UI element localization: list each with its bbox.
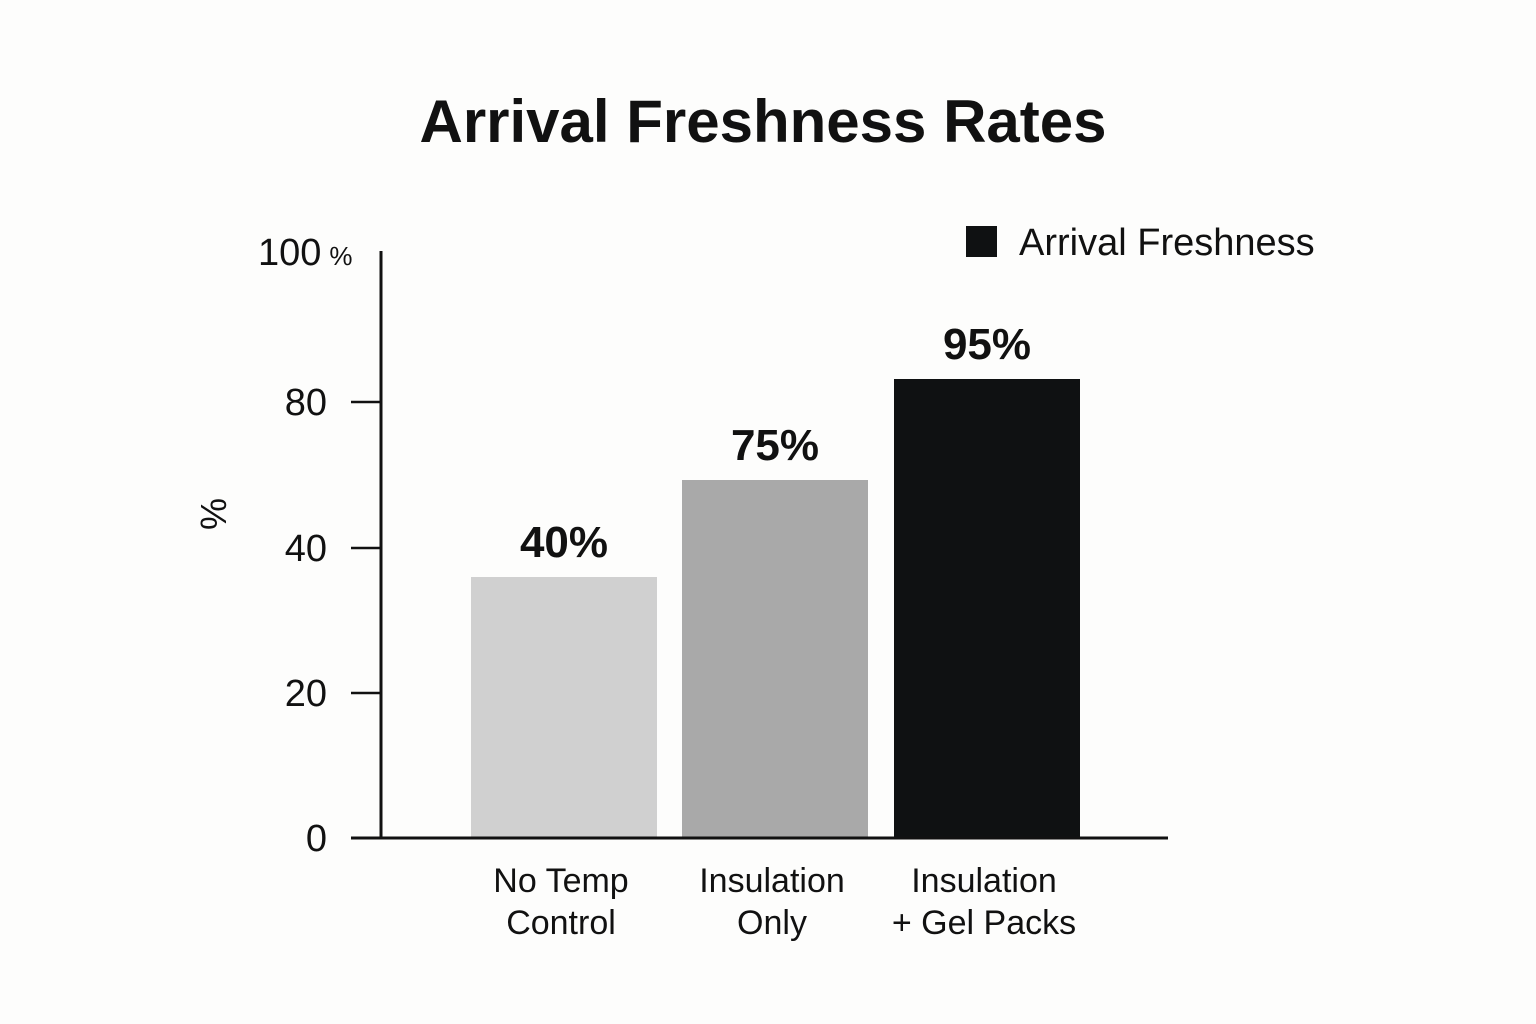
x-category-label: Insulation + Gel Packs xyxy=(892,862,1076,942)
x-category-label-line: Only xyxy=(737,904,807,942)
bar xyxy=(682,480,868,837)
x-category-label-line: No Temp xyxy=(493,862,628,900)
x-category-label-line: Control xyxy=(506,904,616,942)
y-tick-label: 20 xyxy=(285,673,327,715)
chart-title: Arrival Freshness Rates xyxy=(419,88,1106,155)
bar xyxy=(894,379,1080,837)
y-tick-label-top: 100% xyxy=(258,232,353,274)
legend-label: Arrival Freshness xyxy=(1019,222,1315,264)
x-category-label: Insulation Only xyxy=(699,862,845,942)
y-top-unit: % xyxy=(329,241,352,271)
x-category-label-line: Insulation xyxy=(911,862,1057,900)
bar-data-label: 75% xyxy=(731,421,819,470)
y-tick-label: 40 xyxy=(285,528,327,570)
bars xyxy=(471,379,1080,837)
legend: Arrival Freshness xyxy=(966,222,1315,264)
x-axis-categories: No Temp Control Insulation Only Insulation + … xyxy=(493,862,1076,942)
y-tick-label: 80 xyxy=(285,382,327,424)
bar xyxy=(471,577,657,837)
x-category-label-line: + Gel Packs xyxy=(892,904,1076,942)
bar-data-label: 95% xyxy=(943,320,1031,369)
legend-swatch xyxy=(966,226,997,257)
y-axis: 0 20 40 80 100% xyxy=(258,232,1168,860)
y-axis-label: % xyxy=(193,498,234,530)
bar-data-label: 40% xyxy=(520,518,608,567)
y-tick-label: 0 xyxy=(306,818,327,860)
x-category-label-line: Insulation xyxy=(699,862,845,900)
x-category-label: No Temp Control xyxy=(493,862,628,942)
y-top-value: 100 xyxy=(258,232,321,274)
data-labels: 40% 75% 95% xyxy=(520,320,1031,567)
